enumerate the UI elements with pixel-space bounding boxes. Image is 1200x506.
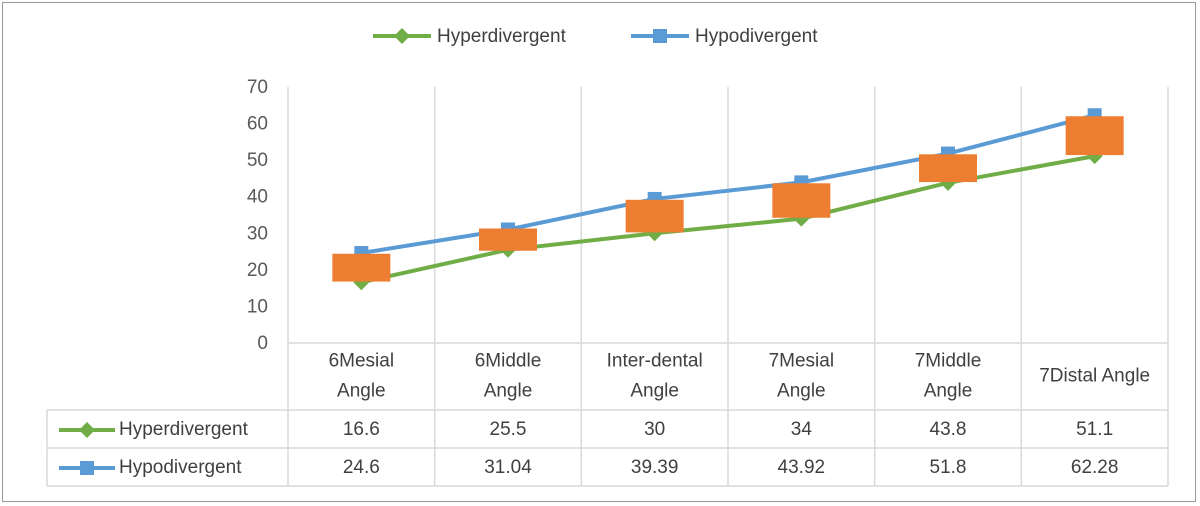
overlay-mark bbox=[625, 199, 684, 233]
overlay-mark bbox=[479, 228, 537, 251]
y-tick-label: 10 bbox=[247, 296, 268, 317]
table-key-marker bbox=[79, 422, 95, 438]
y-tick-label: 50 bbox=[247, 150, 268, 171]
x-category-label: 7Mesial bbox=[769, 351, 834, 372]
table-cell: 25.5 bbox=[490, 419, 527, 440]
legend-marker bbox=[394, 28, 410, 44]
table-cell: 30 bbox=[644, 419, 665, 440]
x-category-label: Angle bbox=[484, 381, 533, 402]
overlay-mark bbox=[1065, 116, 1124, 156]
x-category-label: 7Middle bbox=[915, 351, 982, 372]
table-cell: 43.8 bbox=[930, 419, 967, 440]
overlay-mark bbox=[332, 253, 391, 282]
y-tick-label: 60 bbox=[247, 114, 268, 135]
legend-label: Hypodivergent bbox=[695, 26, 818, 47]
x-category-label: Angle bbox=[630, 381, 679, 402]
table-cell: 31.04 bbox=[484, 457, 532, 478]
x-category-label: 7Distal Angle bbox=[1039, 366, 1150, 387]
x-category-label: Angle bbox=[337, 381, 386, 402]
table-cell: 51.8 bbox=[930, 457, 967, 478]
table-cell: 16.6 bbox=[343, 419, 380, 440]
table-key-marker bbox=[80, 461, 94, 475]
y-tick-label: 70 bbox=[247, 77, 268, 98]
x-category-label: Inter-dental bbox=[607, 351, 703, 372]
table-row-label: Hyperdivergent bbox=[119, 419, 249, 440]
legend-label: Hyperdivergent bbox=[437, 26, 567, 47]
line-chart-with-data-table: 0 10 20 30 40 50 60 70 6Mesial Angle 6Middle Angle I… bbox=[46, 26, 1169, 487]
x-category-label: 6Mesial bbox=[329, 351, 394, 372]
overlay-mark bbox=[772, 183, 831, 218]
table-cell: 51.1 bbox=[1076, 419, 1113, 440]
y-tick-label: 30 bbox=[247, 223, 268, 244]
x-category-label: 6Middle bbox=[475, 351, 542, 372]
overlay-mark bbox=[919, 154, 977, 183]
x-category-label: Angle bbox=[777, 381, 826, 402]
x-category-label: Angle bbox=[924, 381, 973, 402]
table-row-label: Hypodivergent bbox=[119, 457, 242, 478]
table-cell: 43.92 bbox=[778, 457, 826, 478]
table-cell: 62.28 bbox=[1071, 457, 1119, 478]
legend-marker bbox=[653, 29, 667, 43]
table-cell: 34 bbox=[791, 419, 813, 440]
y-tick-label: 20 bbox=[247, 260, 268, 281]
table-cell: 39.39 bbox=[631, 457, 679, 478]
table-cell: 24.6 bbox=[343, 457, 380, 478]
y-tick-label: 0 bbox=[257, 333, 268, 354]
y-tick-label: 40 bbox=[247, 187, 268, 208]
